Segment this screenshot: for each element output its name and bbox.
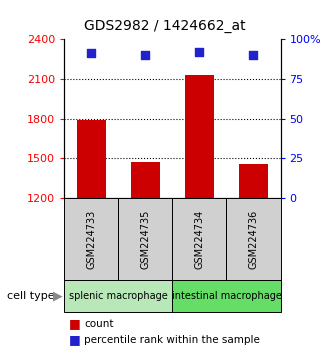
Text: ■: ■: [69, 333, 81, 346]
Text: GSM224733: GSM224733: [86, 209, 96, 269]
Point: [197, 49, 202, 55]
Bar: [64, 280, 173, 312]
Point: [143, 52, 148, 58]
Text: count: count: [84, 319, 114, 329]
Text: intestinal macrophage: intestinal macrophage: [172, 291, 281, 301]
Text: ▶: ▶: [53, 289, 63, 302]
Text: splenic macrophage: splenic macrophage: [69, 291, 168, 301]
Bar: [173, 198, 226, 280]
Text: GDS2982 / 1424662_at: GDS2982 / 1424662_at: [84, 19, 246, 34]
Bar: [239, 164, 268, 198]
Text: percentile rank within the sample: percentile rank within the sample: [84, 335, 260, 345]
Text: GSM224736: GSM224736: [248, 209, 258, 269]
Bar: [77, 120, 106, 198]
Text: GSM224735: GSM224735: [140, 209, 150, 269]
Text: ■: ■: [69, 318, 81, 330]
Point: [251, 52, 256, 58]
Bar: [184, 75, 214, 198]
Bar: [118, 198, 173, 280]
Bar: [64, 198, 118, 280]
Point: [89, 50, 94, 56]
Bar: [226, 198, 280, 280]
Text: GSM224734: GSM224734: [194, 209, 205, 269]
Text: cell type: cell type: [7, 291, 54, 301]
Bar: [173, 280, 280, 312]
Bar: [131, 162, 160, 198]
